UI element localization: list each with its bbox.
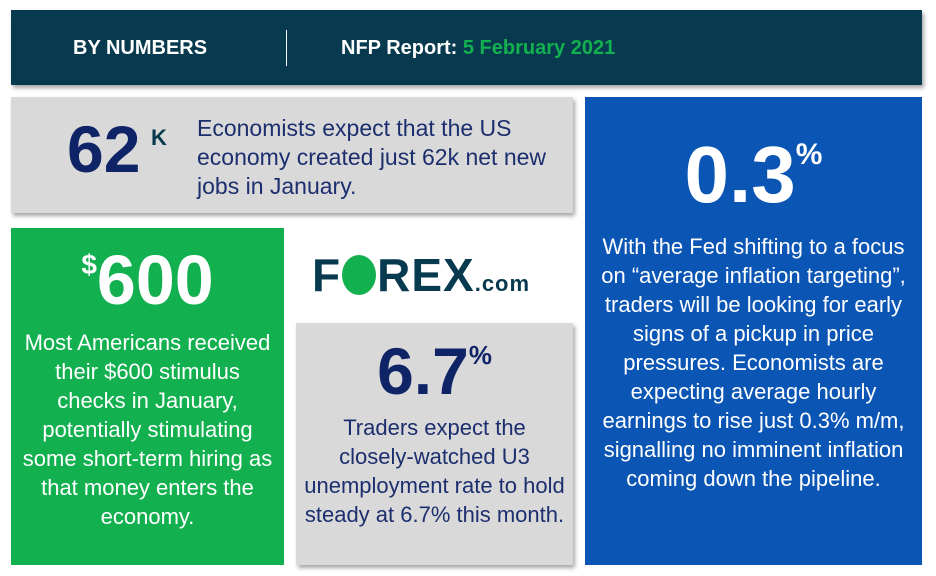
- stimulus-stat: $600: [11, 240, 284, 320]
- unemployment-stat: 6.7%: [296, 333, 573, 409]
- logo-suffix: .com: [474, 271, 531, 296]
- logo-coin-icon: [342, 255, 377, 295]
- earnings-text: With the Fed shifting to a focus on “ave…: [601, 234, 906, 491]
- stimulus-value: 600: [96, 241, 214, 319]
- logo-rex: REX: [377, 249, 475, 301]
- unemployment-text: Traders expect the closely-watched U3 un…: [304, 415, 565, 527]
- report-title: NFP Report: 5 February 2021: [341, 37, 615, 60]
- jobs-text: Economists expect that the US economy cr…: [197, 115, 547, 199]
- header-banner: BY NUMBERS NFP Report: 5 February 2021: [11, 10, 922, 85]
- report-date: 5 February 2021: [462, 37, 616, 59]
- earnings-unit: %: [795, 138, 823, 171]
- forex-logo: F REX.com: [312, 248, 562, 301]
- unemployment-card: 6.7% Traders expect the closely-watched …: [296, 323, 573, 565]
- earnings-card: 0.3% With the Fed shifting to a focus on…: [585, 97, 922, 565]
- stimulus-prefix: $: [81, 249, 97, 280]
- jobs-unit: K: [151, 125, 167, 150]
- stimulus-text: Most Americans received their $600 stimu…: [22, 330, 273, 529]
- stimulus-card: $600 Most Americans received their $600 …: [11, 228, 284, 565]
- jobs-card: 62 K Economists expect that the US econo…: [11, 97, 573, 213]
- unemployment-value: 6.7: [377, 334, 469, 408]
- earnings-value: 0.3: [684, 130, 796, 219]
- earnings-stat: 0.3%: [585, 129, 922, 221]
- jobs-value: 62: [67, 112, 141, 186]
- unemployment-unit: %: [468, 340, 492, 370]
- report-label: NFP Report:: [341, 37, 458, 59]
- header-divider: [286, 30, 287, 66]
- header-title: BY NUMBERS: [73, 37, 208, 59]
- logo-f: F: [312, 249, 342, 301]
